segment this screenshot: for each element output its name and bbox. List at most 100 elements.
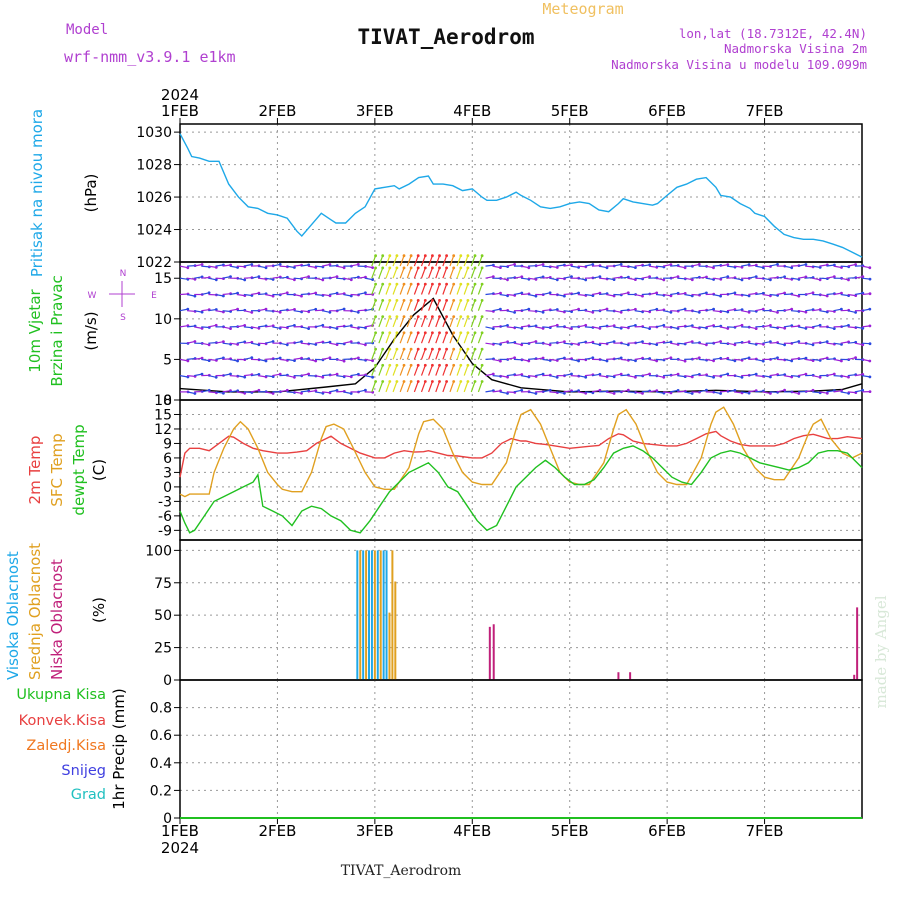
- wind-arrow-head: [690, 392, 694, 395]
- wind-arrow: [463, 348, 469, 360]
- wind-arrow: [449, 365, 455, 376]
- pressure-ytick-label: 1028: [136, 158, 172, 174]
- wind-arrow-head: [712, 307, 715, 311]
- cloud-ylabel-2: Niska Oblacnost: [48, 559, 66, 680]
- wind-arrow-head: [395, 363, 399, 367]
- wind-arrow: [392, 283, 398, 295]
- wind-arrow-head: [214, 323, 218, 327]
- wind-arrow-head: [520, 291, 524, 295]
- wind-arrow-head: [591, 310, 595, 314]
- wind-arrow-head: [555, 375, 559, 379]
- wind-arrow-head: [381, 299, 385, 302]
- clouds-frame: [179, 539, 863, 681]
- wind-arrow: [406, 300, 412, 311]
- wind-arrow: [449, 316, 455, 328]
- wind-arrow-head: [705, 388, 708, 392]
- wind-arrow-head: [754, 327, 758, 330]
- wind-arrow-head: [229, 372, 232, 376]
- wind-arrow-head: [804, 310, 808, 314]
- wind-arrow-head: [409, 315, 413, 318]
- wind-arrow-head: [634, 375, 637, 379]
- wind-arrow-head: [491, 327, 495, 330]
- wind-arrow-head: [499, 307, 502, 311]
- wind-arrow-head: [307, 275, 310, 278]
- xtick-label-top: 5FEB: [551, 102, 589, 120]
- wind-arrow: [449, 348, 455, 360]
- wind-arrow: [435, 332, 441, 344]
- wind-arrow-head: [847, 278, 850, 282]
- wind-arrow-head: [626, 388, 630, 392]
- precip-ytick-label: 0: [163, 811, 172, 827]
- wind-arrow-head: [769, 340, 772, 344]
- wind-arrow: [420, 283, 426, 295]
- wind-arrow-head: [445, 380, 448, 383]
- wind-arrow-head: [634, 324, 637, 327]
- wind-arrow-head: [222, 294, 225, 298]
- temp-unit: (C): [90, 459, 108, 481]
- wind-arrow-head: [690, 340, 694, 343]
- wind-arrow-head: [619, 263, 623, 266]
- wind-arrow-head: [445, 363, 448, 367]
- wind-arrow-head: [761, 307, 765, 311]
- wind-arrow-head: [335, 372, 339, 376]
- wind-arrow-head: [264, 359, 268, 363]
- wind-arrow-head: [726, 372, 730, 376]
- wind-arrow-head: [669, 263, 673, 266]
- wind-arrow-head: [868, 307, 872, 311]
- wind-arrow-head: [548, 291, 552, 295]
- wind-arrow-head: [381, 254, 385, 258]
- wind-arrow: [442, 255, 448, 267]
- wind-arrow-head: [612, 340, 616, 343]
- wind-arrow: [392, 316, 398, 328]
- precip-ytick-label: 0.2: [150, 783, 172, 799]
- wind-arrow-head: [409, 266, 413, 270]
- wind-arrow-head: [555, 266, 559, 269]
- wind-arrow-head: [431, 331, 434, 335]
- wind-arrow: [477, 255, 483, 267]
- wind-arrow: [413, 381, 419, 393]
- wind-arrow: [435, 365, 441, 376]
- wind-arrow-head: [321, 278, 325, 282]
- xtick-label-top: 7FEB: [746, 102, 784, 120]
- wind-arrow-head: [697, 356, 701, 360]
- wind-arrow-head: [342, 266, 346, 270]
- wind-arrow-head: [591, 263, 595, 266]
- wind-arrow: [399, 348, 405, 360]
- wind-arrow-head: [459, 282, 463, 286]
- wind-arrow-head: [648, 327, 651, 330]
- wind-arrow-head: [466, 282, 470, 286]
- precip-legend-2: Zaledj.Kisa: [26, 738, 106, 754]
- wind-arrow-head: [466, 380, 470, 383]
- wind-arrow-head: [683, 307, 687, 311]
- wind-arrow-head: [473, 363, 477, 367]
- wind-arrow-head: [513, 263, 516, 266]
- wind-arrow-head: [783, 291, 786, 295]
- wind-arrow-head: [776, 263, 779, 266]
- wind-arrow-head: [790, 307, 794, 311]
- wind-arrow: [456, 300, 462, 311]
- wind-arrow: [449, 255, 455, 267]
- wind-arrow-head: [520, 388, 524, 392]
- wind-arrow: [413, 255, 419, 267]
- wind-arrow-head: [445, 299, 448, 302]
- wind-arrow-head: [598, 388, 602, 392]
- wind-arrow-head: [641, 294, 644, 298]
- wind-arrow-head: [598, 275, 602, 279]
- wind-arrow-head: [271, 392, 275, 395]
- wind-arrow: [385, 381, 391, 393]
- wind-arrow: [477, 381, 483, 393]
- wind-arrow-head: [431, 266, 434, 270]
- wind-arrow-head: [825, 340, 829, 344]
- wind-arrow-head: [335, 389, 339, 392]
- wind-arrow-head: [402, 266, 406, 270]
- wind-arrow-head: [854, 356, 857, 360]
- wind-arrow-head: [395, 254, 399, 258]
- wind-arrow: [392, 332, 398, 344]
- wind-arrow-head: [264, 307, 268, 311]
- wind-arrow: [406, 267, 412, 279]
- wind-arrow-head: [207, 291, 211, 295]
- xtick-label-bottom: 4FEB: [453, 822, 491, 840]
- wind-arrow-head: [804, 372, 808, 376]
- wind-arrow-head: [563, 294, 566, 298]
- pressure-ytick-label: 1024: [136, 223, 172, 239]
